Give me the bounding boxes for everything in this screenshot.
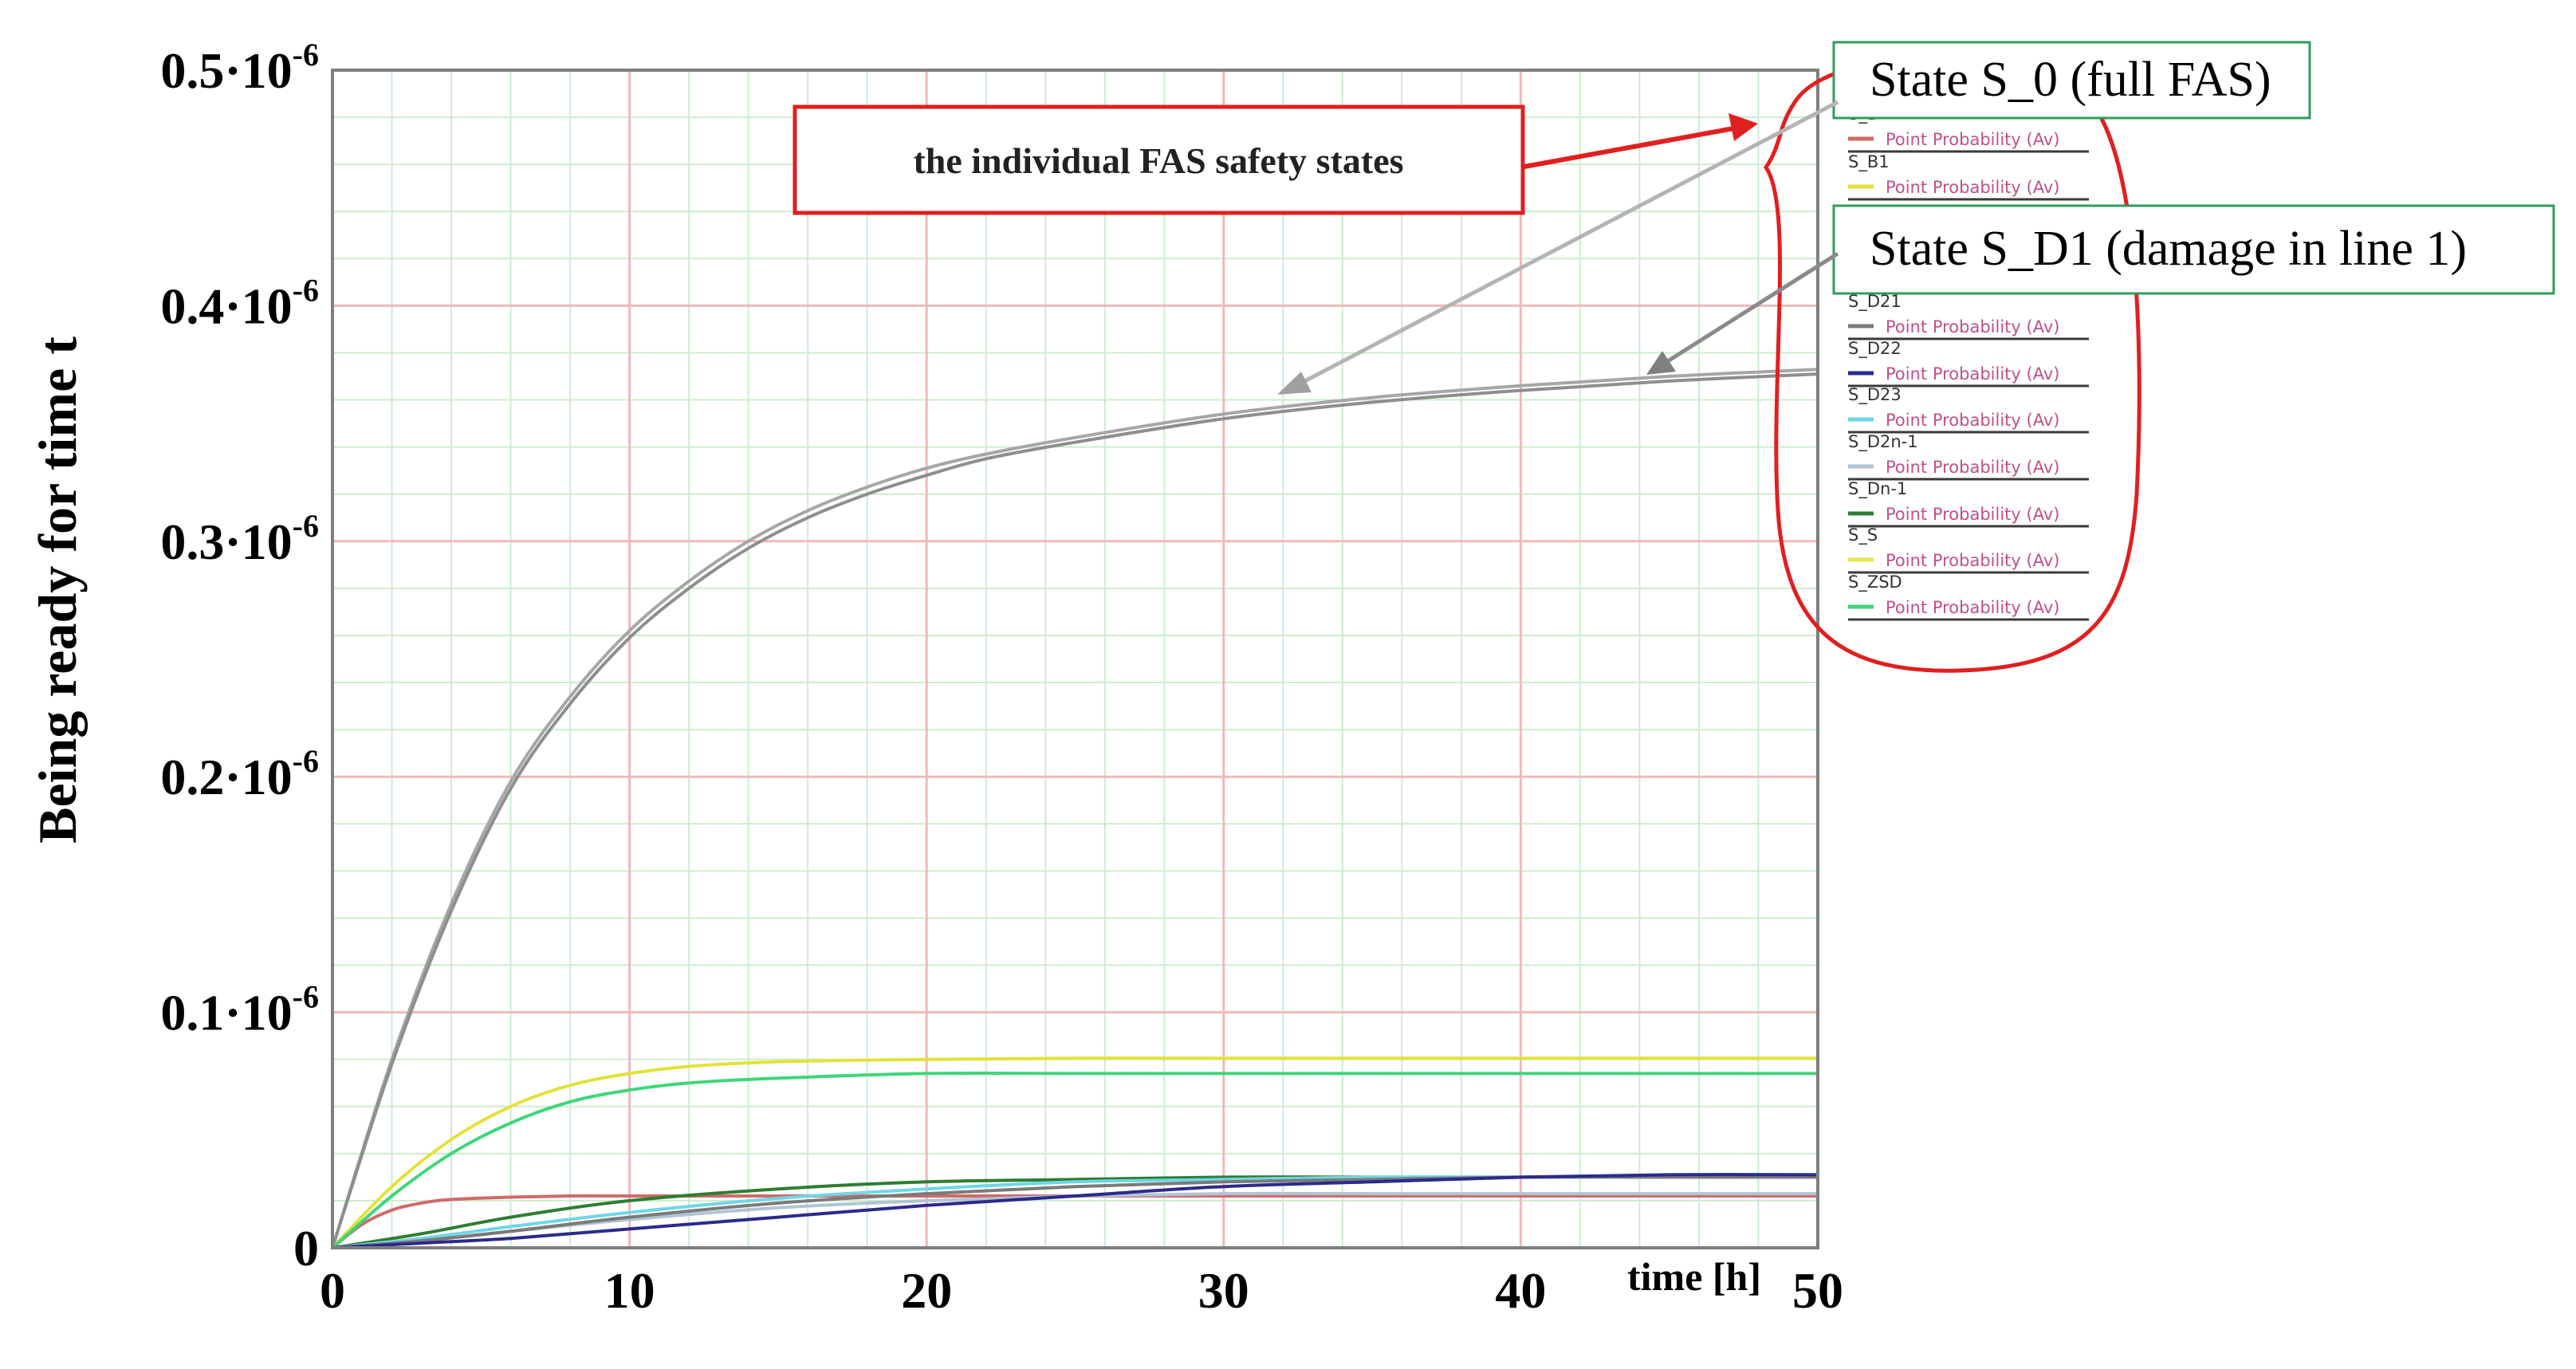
grid <box>332 70 1818 1248</box>
x-tick-label: 40 <box>1495 1262 1546 1319</box>
legend-entry-name: S_ZSD <box>1848 572 1902 592</box>
series-line-s-zsd <box>331 1071 1818 1249</box>
legend-entry-name: S_D2n-1 <box>1848 432 1918 452</box>
y-tick-label: 0 <box>293 1220 319 1277</box>
legend-entry-name: S_D22 <box>1848 339 1902 359</box>
legend-entry-label: Point Probability (Av) <box>1886 317 2059 336</box>
series-line-s-b1 <box>331 1056 1818 1249</box>
legend-entry-name: S_S <box>1848 525 1878 545</box>
legend-entry-label: Point Probability (Av) <box>1886 178 2059 197</box>
y-tick-labels: 0 0.1·10-6 0.2·10-6 0.3·10-6 0.4·10-6 0.5·10-… <box>160 37 319 1277</box>
y-tick-label: 0.4·10-6 <box>160 272 319 334</box>
legend-entry-label: Point Probability (Av) <box>1886 458 2059 477</box>
callout-text: the individual FAS safety states <box>913 140 1403 181</box>
series-lines <box>331 368 1819 1249</box>
callout-arrow <box>1524 125 1739 169</box>
x-tick-label: 10 <box>604 1262 655 1319</box>
state-sd1-label: State S_D1 (damage in line 1) <box>1870 222 2467 276</box>
state-s0-pointer <box>1294 100 1839 388</box>
callout-box <box>792 104 1525 215</box>
legend-entry-label: Point Probability (Av) <box>1886 411 2059 430</box>
series-line-s-b <box>331 1194 1818 1249</box>
x-tick-label: 50 <box>1792 1262 1843 1319</box>
legend-entry-name: S_Dn-1 <box>1848 479 1907 499</box>
x-tick-label: 30 <box>1198 1262 1249 1319</box>
x-tick-label: 20 <box>901 1262 952 1319</box>
legend-entry-label: Point Probability (Av) <box>1886 364 2059 384</box>
x-axis-label: time [h] <box>1627 1254 1761 1299</box>
legend-entry-label: Point Probability (Av) <box>1886 505 2059 524</box>
legend-entry-label: Point Probability (Av) <box>1886 551 2059 570</box>
series-line-state-s-d1-damage-in-line-1 <box>331 372 1819 1249</box>
series-line-s-d22 <box>332 1173 1819 1249</box>
y-tick-label: 0.1·10-6 <box>160 979 319 1041</box>
x-tick-labels: 0 10 20 30 40 50 <box>320 1262 1843 1319</box>
series-line-state-s-0-full-fas <box>331 368 1819 1249</box>
callout-arrowhead <box>1728 113 1758 141</box>
x-tick-label: 0 <box>320 1262 345 1319</box>
legend-entry-label: Point Probability (Av) <box>1886 130 2059 149</box>
legend-entry-label: Point Probability (Av) <box>1886 598 2059 617</box>
state-s0-box <box>1832 41 2311 120</box>
state-sd1-box <box>1832 204 2555 295</box>
state-sd1-arrowhead <box>1646 351 1676 375</box>
legend-entry-name: S_D21 <box>1848 292 1902 312</box>
y-tick-label: 0.5·10-6 <box>160 37 319 99</box>
y-tick-label: 0.3·10-6 <box>160 508 319 570</box>
state-sd1-pointer <box>1662 251 1839 366</box>
legend-entry-name: S_B1 <box>1848 152 1890 172</box>
y-tick-label: 0.2·10-6 <box>160 743 319 805</box>
state-s0-arrowhead <box>1277 372 1312 395</box>
state-s0-label: State S_0 (full FAS) <box>1870 53 2271 107</box>
plot-frame <box>331 69 1819 1249</box>
legend-entry-name: S_D23 <box>1848 385 1902 405</box>
y-axis-label: Being ready for time t <box>27 336 88 844</box>
